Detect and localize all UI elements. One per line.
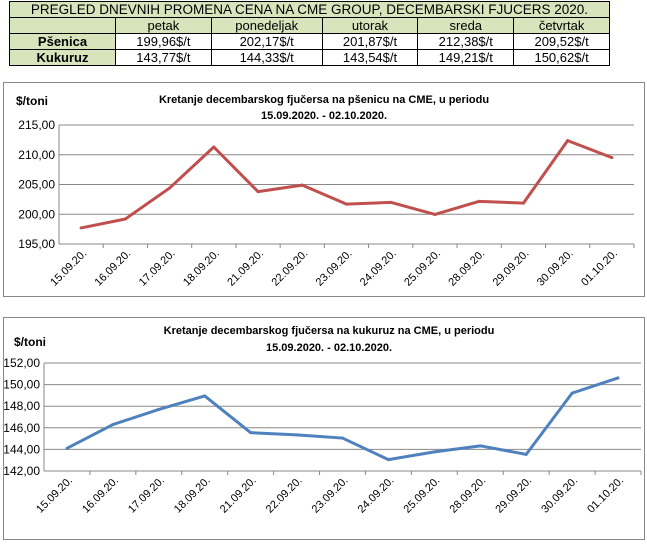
day-header: četvrtak	[513, 17, 610, 34]
x-tick-label: 22.09.20.	[264, 475, 305, 516]
price-cell: 209,52$/t	[513, 33, 610, 50]
data-point	[433, 212, 437, 216]
data-point	[300, 183, 304, 187]
x-tick-label: 18.09.20.	[172, 475, 213, 516]
row-label: Pšenica	[9, 33, 116, 50]
data-point	[256, 190, 260, 194]
y-tick-label: 200,00	[18, 207, 55, 221]
y-tick-label: 210,00	[18, 148, 55, 162]
data-point	[616, 376, 620, 380]
day-header: petak	[115, 17, 212, 34]
price-cell: 202,17$/t	[210, 33, 323, 50]
price-cell: 143,54$/t	[321, 49, 419, 66]
series-line	[66, 376, 619, 462]
data-point	[610, 156, 614, 160]
data-point	[157, 407, 161, 411]
x-tick-label: 01.10.20.	[585, 475, 626, 516]
price-cell: 199,96$/t	[115, 33, 212, 50]
x-tick-label: 15.09.20.	[34, 475, 75, 516]
data-point	[168, 186, 172, 190]
y-tick-label: 146,00	[4, 421, 40, 435]
chart-title: Kretanje decembarskog fjučersa na pšenic…	[159, 94, 489, 106]
price-table: PREGLED DNEVNIH PROMENA CENA NA CME GROU…	[9, 1, 610, 66]
data-point	[566, 139, 570, 143]
day-header: sreda	[417, 17, 515, 34]
price-cell: 201,87$/t	[321, 33, 419, 50]
wheat-chart: Kretanje decembarskog fjučersa na pšenic…	[3, 82, 645, 297]
x-tick-label: 16.09.20.	[80, 475, 121, 516]
chart-title: Kretanje decembarskog fjučersa na kukuru…	[164, 325, 495, 337]
table-header-row: petak ponedeljak utorak sreda četvrtak	[9, 17, 610, 34]
y-tick-label: 148,00	[4, 399, 40, 413]
x-tick-label: 22.09.20.	[269, 248, 310, 289]
price-cell: 143,77$/t	[115, 49, 212, 66]
data-point	[341, 436, 344, 440]
data-point	[524, 452, 528, 456]
x-tick-label: 16.09.20.	[93, 248, 134, 289]
x-tick-label: 28.09.20.	[446, 248, 487, 289]
data-point	[212, 145, 216, 149]
x-tick-label: 21.09.20.	[225, 248, 266, 289]
x-tick-label: 25.09.20.	[402, 248, 443, 289]
data-point	[432, 450, 436, 454]
table-row: Pšenica 199,96$/t 202,17$/t 201,87$/t 21…	[9, 33, 610, 50]
y-tick-label: 215,00	[18, 118, 55, 132]
day-header: ponedeljak	[210, 17, 323, 34]
x-tick-label: 30.09.20.	[539, 475, 580, 516]
x-tick-label: 21.09.20.	[218, 475, 259, 516]
data-point	[65, 446, 69, 450]
price-cell: 150,62$/t	[513, 49, 610, 66]
y-tick-label: 144,00	[4, 442, 40, 456]
x-tick-label: 24.09.20.	[356, 475, 397, 516]
table-title: PREGLED DNEVNIH PROMENA CENA NA CME GROU…	[9, 1, 610, 18]
data-point	[477, 199, 481, 203]
y-axis-label: $/toni	[14, 335, 46, 349]
chart-subtitle: 15.09.2020. - 02.10.2020.	[266, 342, 392, 354]
x-tick-label: 28.09.20.	[447, 475, 488, 516]
x-tick-label: 23.09.20.	[314, 248, 355, 289]
x-tick-label: 18.09.20.	[181, 248, 222, 289]
price-cell: 149,21$/t	[417, 49, 515, 66]
corn-chart-svg: Kretanje decembarskog fjučersa na kukuru…	[3, 325, 642, 516]
price-cell: 212,38$/t	[417, 33, 515, 50]
x-tick-label: 17.09.20.	[137, 248, 178, 289]
data-point	[79, 226, 83, 230]
x-tick-label: 25.09.20.	[402, 475, 443, 516]
data-point	[295, 433, 299, 437]
x-tick-label: 01.10.20.	[579, 248, 620, 289]
x-tick-label: 24.09.20.	[358, 248, 399, 289]
y-tick-label: 152,00	[4, 356, 40, 370]
x-tick-label: 29.09.20.	[493, 475, 534, 516]
data-point	[345, 202, 348, 206]
data-point	[249, 431, 253, 435]
data-point	[570, 391, 574, 395]
data-point	[203, 394, 207, 398]
y-tick-label: 205,00	[18, 178, 55, 192]
day-header: utorak	[321, 17, 419, 34]
price-cell: 144,33$/t	[210, 49, 323, 66]
y-tick-label: 142,00	[4, 464, 40, 478]
empty-header-cell	[9, 17, 116, 34]
x-tick-label: 29.09.20.	[491, 248, 532, 289]
x-tick-label: 30.09.20.	[535, 248, 576, 289]
x-tick-label: 23.09.20.	[310, 475, 351, 516]
x-tick-label: 17.09.20.	[126, 475, 167, 516]
data-point	[521, 201, 525, 205]
wheat-chart-svg: Kretanje decembarskog fjučersa na pšenic…	[16, 94, 635, 289]
table-row: Kukuruz 143,77$/t 144,33$/t 143,54$/t 14…	[9, 49, 610, 66]
data-point	[111, 423, 115, 427]
row-label: Kukuruz	[9, 49, 116, 66]
chart-subtitle: 15.09.2020. - 02.10.2020.	[261, 110, 387, 122]
y-tick-label: 150,00	[4, 378, 40, 392]
y-axis-label: $/toni	[16, 94, 48, 108]
y-tick-label: 195,00	[18, 237, 55, 251]
data-point	[478, 444, 482, 448]
corn-chart: Kretanje decembarskog fjučersa na kukuru…	[3, 317, 645, 540]
data-point	[123, 217, 127, 221]
data-point	[386, 458, 390, 462]
x-tick-label: 15.09.20.	[48, 248, 89, 289]
data-point	[389, 200, 393, 204]
